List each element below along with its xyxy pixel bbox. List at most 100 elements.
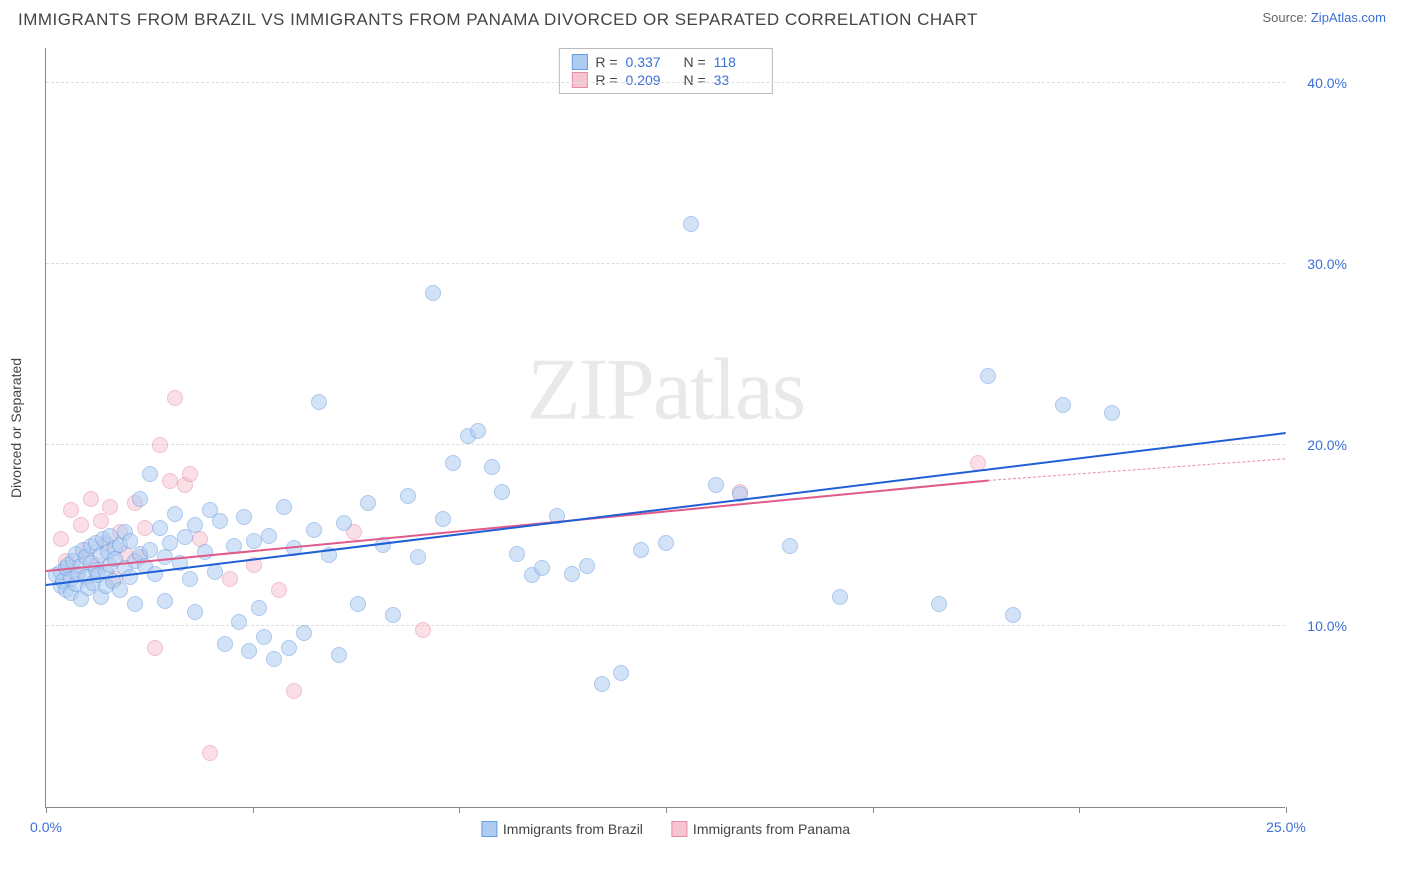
data-point (132, 491, 148, 507)
data-point (187, 604, 203, 620)
data-point (658, 535, 674, 551)
data-point (167, 506, 183, 522)
data-point (579, 558, 595, 574)
data-point (167, 390, 183, 406)
data-point (93, 513, 109, 529)
data-point (207, 564, 223, 580)
data-point (157, 593, 173, 609)
data-point (251, 600, 267, 616)
stat-n-label: N = (680, 72, 706, 88)
gridline (46, 444, 1285, 445)
data-point (484, 459, 500, 475)
data-point (281, 640, 297, 656)
legend-item: Immigrants from Panama (671, 821, 850, 837)
x-tick-label: 0.0% (30, 819, 62, 835)
swatch-icon (481, 821, 497, 837)
data-point (564, 566, 580, 582)
stat-r-label: R = (595, 54, 617, 70)
data-point (331, 647, 347, 663)
source-link[interactable]: ZipAtlas.com (1311, 10, 1386, 25)
x-tick (873, 807, 874, 813)
data-point (1005, 607, 1021, 623)
data-point (182, 571, 198, 587)
y-axis-label: Divorced or Separated (8, 357, 24, 497)
data-point (202, 745, 218, 761)
data-point (534, 560, 550, 576)
data-point (182, 466, 198, 482)
data-point (470, 423, 486, 439)
data-point (53, 531, 69, 547)
legend-label: Immigrants from Brazil (503, 821, 643, 837)
data-point (162, 535, 178, 551)
data-point (410, 549, 426, 565)
data-point (832, 589, 848, 605)
data-point (415, 622, 431, 638)
data-point (212, 513, 228, 529)
data-point (122, 569, 138, 585)
data-point (241, 643, 257, 659)
data-point (256, 629, 272, 645)
stat-r-value: 0.337 (626, 54, 672, 70)
data-point (236, 509, 252, 525)
x-tick (1079, 807, 1080, 813)
data-point (1104, 405, 1120, 421)
data-point (1055, 397, 1071, 413)
data-point (360, 495, 376, 511)
data-point (276, 499, 292, 515)
data-point (400, 488, 416, 504)
data-point (147, 566, 163, 582)
legend-label: Immigrants from Panama (693, 821, 850, 837)
data-point (494, 484, 510, 500)
data-point (633, 542, 649, 558)
stats-legend-box: R = 0.337 N = 118 R = 0.209 N = 33 (558, 48, 772, 94)
y-tick-label: 30.0% (1307, 256, 1347, 272)
data-point (782, 538, 798, 554)
data-point (271, 582, 287, 598)
data-point (306, 522, 322, 538)
data-point (152, 520, 168, 536)
data-point (137, 520, 153, 536)
data-point (980, 368, 996, 384)
data-point (231, 614, 247, 630)
data-point (286, 683, 302, 699)
x-tick (46, 807, 47, 813)
data-point (127, 596, 143, 612)
data-point (217, 636, 233, 652)
stat-n-value: 118 (714, 54, 760, 70)
data-point (931, 596, 947, 612)
gridline (46, 263, 1285, 264)
gridline (46, 82, 1285, 83)
data-point (83, 491, 99, 507)
data-point (594, 676, 610, 692)
data-point (162, 473, 178, 489)
plot-area: ZIPatlas Divorced or Separated R = 0.337… (45, 48, 1285, 808)
data-point (385, 607, 401, 623)
data-point (187, 517, 203, 533)
x-tick (1286, 807, 1287, 813)
data-point (435, 511, 451, 527)
stat-r-label: R = (595, 72, 617, 88)
data-point (102, 499, 118, 515)
stat-n-label: N = (680, 54, 706, 70)
stat-n-value: 33 (714, 72, 760, 88)
data-point (142, 466, 158, 482)
data-point (445, 455, 461, 471)
data-point (311, 394, 327, 410)
data-point (147, 640, 163, 656)
plot-container: ZIPatlas Divorced or Separated R = 0.337… (45, 48, 1355, 838)
y-tick-label: 10.0% (1307, 618, 1347, 634)
data-point (613, 665, 629, 681)
x-tick (666, 807, 667, 813)
stat-r-value: 0.209 (626, 72, 672, 88)
data-point (708, 477, 724, 493)
data-point (509, 546, 525, 562)
swatch-icon (571, 72, 587, 88)
data-point (425, 285, 441, 301)
data-point (296, 625, 312, 641)
data-point (222, 571, 238, 587)
data-point (142, 542, 158, 558)
y-tick-label: 40.0% (1307, 75, 1347, 91)
data-point (246, 533, 262, 549)
data-point (266, 651, 282, 667)
data-point (63, 502, 79, 518)
